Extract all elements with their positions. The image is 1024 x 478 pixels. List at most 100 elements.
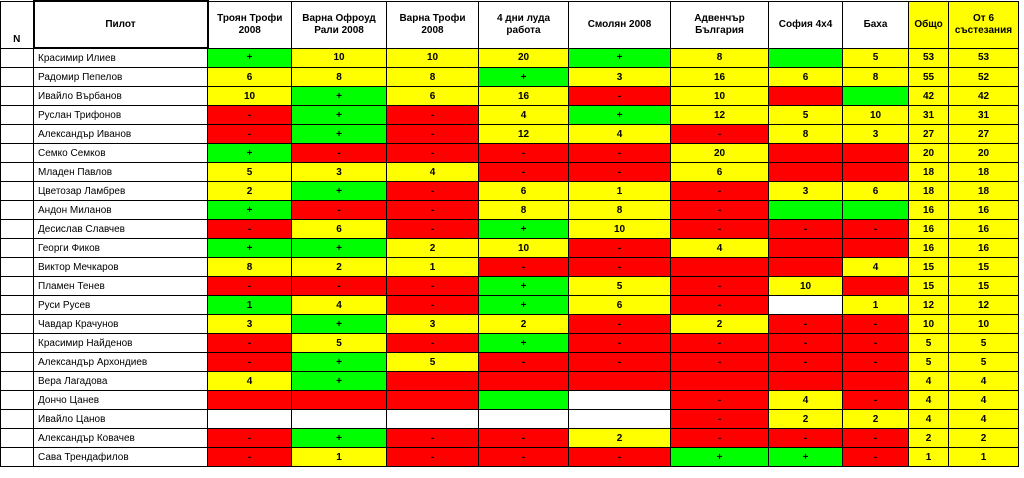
total-cell[interactable]: 53 <box>908 47 949 68</box>
score-cell-event-5[interactable]: 3 <box>568 67 671 87</box>
score-cell-event-4[interactable]: 8 <box>478 200 569 220</box>
score-cell-event-3[interactable]: - <box>386 295 479 315</box>
best6-cell[interactable]: 18 <box>948 162 1019 182</box>
col-header-event-7[interactable]: София 4х4 <box>768 0 843 49</box>
score-cell-event-7[interactable]: - <box>768 333 843 353</box>
score-cell-event-2[interactable]: + <box>291 238 387 258</box>
score-cell-event-1[interactable]: 10 <box>207 86 292 106</box>
score-cell-event-6[interactable]: - <box>670 219 769 239</box>
score-cell-event-1[interactable]: 4 <box>207 371 292 391</box>
score-cell-event-8[interactable] <box>842 86 909 106</box>
score-cell-event-8[interactable]: - <box>842 447 909 467</box>
row-number-cell[interactable] <box>0 86 34 106</box>
score-cell-event-4[interactable]: 2 <box>478 314 569 334</box>
row-number-cell[interactable] <box>0 409 34 429</box>
row-number-cell[interactable] <box>0 257 34 277</box>
score-cell-event-5[interactable]: 2 <box>568 428 671 448</box>
row-number-cell[interactable] <box>0 371 34 391</box>
score-cell-event-5[interactable]: 8 <box>568 200 671 220</box>
score-cell-event-6[interactable]: - <box>670 295 769 315</box>
score-cell-event-4[interactable] <box>478 390 569 410</box>
score-cell-event-2[interactable]: + <box>291 371 387 391</box>
pilot-name-cell[interactable]: Виктор Мечкаров <box>33 257 208 277</box>
score-cell-event-3[interactable]: - <box>386 276 479 296</box>
best6-cell[interactable]: 4 <box>948 409 1019 429</box>
score-cell-event-7[interactable] <box>768 86 843 106</box>
score-cell-event-4[interactable] <box>478 409 569 429</box>
total-cell[interactable]: 42 <box>908 86 949 106</box>
col-header-event-5[interactable]: Смолян 2008 <box>568 0 671 49</box>
score-cell-event-8[interactable]: 2 <box>842 409 909 429</box>
score-cell-event-2[interactable]: - <box>291 276 387 296</box>
score-cell-event-5[interactable]: 5 <box>568 276 671 296</box>
score-cell-event-8[interactable] <box>842 238 909 258</box>
score-cell-event-7[interactable]: 8 <box>768 124 843 144</box>
best6-cell[interactable]: 53 <box>948 47 1019 68</box>
score-cell-event-4[interactable]: - <box>478 352 569 372</box>
score-cell-event-7[interactable]: 2 <box>768 409 843 429</box>
score-cell-event-6[interactable]: 8 <box>670 47 769 68</box>
score-cell-event-1[interactable]: - <box>207 219 292 239</box>
score-cell-event-8[interactable]: - <box>842 390 909 410</box>
score-cell-event-5[interactable]: - <box>568 86 671 106</box>
score-cell-event-3[interactable]: 6 <box>386 86 479 106</box>
row-number-cell[interactable] <box>0 143 34 163</box>
score-cell-event-1[interactable] <box>207 390 292 410</box>
score-cell-event-1[interactable]: - <box>207 105 292 125</box>
score-cell-event-1[interactable]: - <box>207 428 292 448</box>
score-cell-event-8[interactable] <box>842 143 909 163</box>
row-number-cell[interactable] <box>0 162 34 182</box>
score-cell-event-8[interactable]: - <box>842 352 909 372</box>
score-cell-event-6[interactable] <box>670 257 769 277</box>
row-number-cell[interactable] <box>0 314 34 334</box>
pilot-name-cell[interactable]: Руси Русев <box>33 295 208 315</box>
score-cell-event-1[interactable]: 1 <box>207 295 292 315</box>
score-cell-event-4[interactable]: 10 <box>478 238 569 258</box>
score-cell-event-4[interactable]: 16 <box>478 86 569 106</box>
col-header-event-6[interactable]: Адвенчър България <box>670 0 769 49</box>
total-cell[interactable]: 31 <box>908 105 949 125</box>
score-cell-event-2[interactable]: + <box>291 124 387 144</box>
score-cell-event-1[interactable]: 3 <box>207 314 292 334</box>
score-cell-event-5[interactable]: 6 <box>568 295 671 315</box>
pilot-name-cell[interactable]: Дончо Цанев <box>33 390 208 410</box>
score-cell-event-1[interactable]: + <box>207 200 292 220</box>
pilot-name-cell[interactable]: Александър Ковачев <box>33 428 208 448</box>
total-cell[interactable]: 55 <box>908 67 949 87</box>
row-number-cell[interactable] <box>0 47 34 68</box>
score-cell-event-5[interactable] <box>568 371 671 391</box>
best6-cell[interactable]: 5 <box>948 333 1019 353</box>
score-cell-event-4[interactable] <box>478 371 569 391</box>
score-cell-event-1[interactable]: - <box>207 333 292 353</box>
total-cell[interactable]: 16 <box>908 219 949 239</box>
score-cell-event-7[interactable]: 10 <box>768 276 843 296</box>
score-cell-event-5[interactable]: + <box>568 47 671 68</box>
col-header-event-4[interactable]: 4 дни луда работа <box>478 0 569 49</box>
score-cell-event-2[interactable]: + <box>291 314 387 334</box>
row-number-cell[interactable] <box>0 295 34 315</box>
total-cell[interactable]: 18 <box>908 181 949 201</box>
row-number-cell[interactable] <box>0 181 34 201</box>
row-number-cell[interactable] <box>0 124 34 144</box>
pilot-name-cell[interactable]: Георги Фиков <box>33 238 208 258</box>
score-cell-event-4[interactable]: 4 <box>478 105 569 125</box>
score-cell-event-1[interactable]: 8 <box>207 257 292 277</box>
pilot-name-cell[interactable]: Красимир Найденов <box>33 333 208 353</box>
score-cell-event-8[interactable] <box>842 276 909 296</box>
score-cell-event-5[interactable]: - <box>568 447 671 467</box>
score-cell-event-3[interactable]: - <box>386 181 479 201</box>
score-cell-event-1[interactable]: + <box>207 238 292 258</box>
score-cell-event-1[interactable]: 5 <box>207 162 292 182</box>
score-cell-event-4[interactable]: - <box>478 162 569 182</box>
col-header-total[interactable]: Общо <box>908 0 949 49</box>
score-cell-event-1[interactable]: - <box>207 447 292 467</box>
score-cell-event-7[interactable]: - <box>768 428 843 448</box>
score-cell-event-1[interactable]: 2 <box>207 181 292 201</box>
score-cell-event-3[interactable]: 4 <box>386 162 479 182</box>
best6-cell[interactable]: 18 <box>948 181 1019 201</box>
score-cell-event-6[interactable]: - <box>670 428 769 448</box>
score-cell-event-7[interactable]: + <box>768 447 843 467</box>
score-cell-event-2[interactable]: + <box>291 352 387 372</box>
score-cell-event-7[interactable]: - <box>768 314 843 334</box>
score-cell-event-3[interactable]: - <box>386 428 479 448</box>
